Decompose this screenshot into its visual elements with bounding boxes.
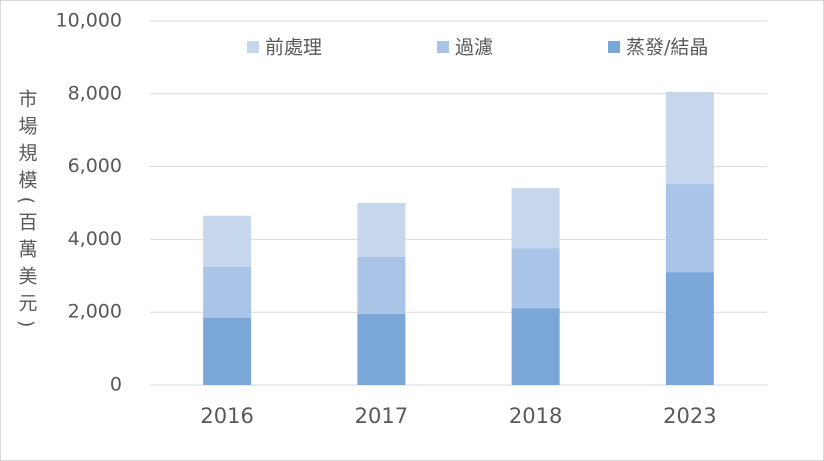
bar-segment [357, 256, 406, 315]
y-tick-label: 2,000 [68, 301, 122, 323]
y-tick-label: 4,000 [68, 228, 122, 250]
bar-segment [511, 248, 560, 309]
bar-segment [357, 314, 406, 385]
y-tick-label: 8,000 [68, 82, 122, 104]
legend-swatch [608, 41, 620, 53]
bar-segment [203, 215, 252, 267]
x-tick-label: 2016 [200, 404, 253, 428]
legend-label: 蒸發/結晶 [626, 37, 708, 59]
x-tick-label: 2023 [663, 404, 716, 428]
y-tick-label: 10,000 [56, 10, 122, 32]
y-tick-label: 6,000 [68, 155, 122, 177]
y-axis-label: 市場規模(百萬美元) [16, 88, 38, 335]
bar-segment [665, 91, 714, 185]
x-tick-label: 2017 [355, 404, 408, 428]
x-tick-label: 2018 [509, 404, 562, 428]
legend-swatch [247, 41, 259, 53]
y-tick-label: 0 [110, 374, 122, 396]
bar-segment [203, 317, 252, 385]
bar-segment [665, 184, 714, 273]
bar-segment [511, 188, 560, 249]
legend-label: 過濾 [455, 37, 493, 59]
bar-segment [357, 203, 406, 257]
bar-segment [511, 308, 560, 385]
bar-segment [665, 272, 714, 385]
legend-swatch [437, 41, 449, 53]
bar-segment [203, 266, 252, 318]
legend-label: 前處理 [265, 37, 322, 59]
